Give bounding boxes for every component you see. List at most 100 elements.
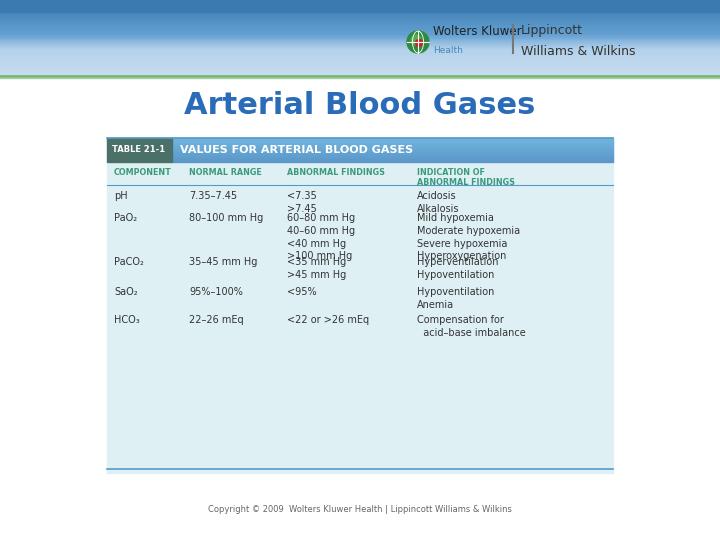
Bar [0,10,720,11]
Bar [0,5,720,6]
Bar [0,69,720,70]
Bar [172,160,613,161]
Bar [0,49,720,50]
Text: Williams & Wilkins: Williams & Wilkins [521,45,636,58]
Text: 60–80 mm Hg
40–60 mm Hg
<40 mm Hg
>100 mm Hg: 60–80 mm Hg 40–60 mm Hg <40 mm Hg >100 m… [287,213,355,261]
Bar [107,138,172,162]
Text: 35–45 mm Hg: 35–45 mm Hg [189,257,257,267]
Bar [0,39,720,40]
Bar [172,147,613,148]
Bar [0,24,720,25]
Bar [172,141,613,142]
Bar [0,9,720,10]
Text: Mild hypoxemia
Moderate hypoxemia
Severe hypoxemia
Hyperoxygenation: Mild hypoxemia Moderate hypoxemia Severe… [417,213,520,261]
Bar [0,28,720,29]
Bar [172,154,613,155]
Bar [0,73,720,74]
Circle shape [411,35,421,45]
Text: <95%: <95% [287,287,317,297]
Bar [0,37,720,38]
Bar [0,2,720,3]
Text: VALUES FOR ARTERIAL BLOOD GASES: VALUES FOR ARTERIAL BLOOD GASES [180,145,413,155]
Bar [0,17,720,18]
Bar [0,36,720,37]
Bar [172,151,613,152]
Bar [172,161,613,162]
Text: COMPONENT: COMPONENT [114,168,172,177]
Bar [0,41,720,42]
Bar [172,138,613,139]
Bar [0,13,720,14]
Bar [172,139,613,140]
Circle shape [415,39,423,46]
Bar [172,156,613,157]
Text: Health: Health [433,46,463,55]
Bar [0,33,720,35]
Bar [0,0,720,1]
Bar [0,38,720,39]
Bar [0,43,720,44]
Bar [0,72,720,73]
Bar [172,149,613,150]
Text: Arterial Blood Gases: Arterial Blood Gases [184,91,536,119]
Bar [0,42,720,43]
Text: Lippincott: Lippincott [521,24,583,37]
Text: Copyright © 2009  Wolters Kluwer Health | Lippincott Williams & Wilkins: Copyright © 2009 Wolters Kluwer Health |… [208,505,512,515]
Bar [0,68,720,69]
Text: Acidosis
Alkalosis: Acidosis Alkalosis [417,191,459,214]
Text: TABLE 21-1: TABLE 21-1 [112,145,166,154]
Text: 80–100 mm Hg: 80–100 mm Hg [189,213,264,223]
Bar [0,62,720,63]
Bar [172,152,613,153]
Bar [0,55,720,56]
Text: Hypoventilation
Anemia: Hypoventilation Anemia [417,287,495,310]
Text: 95%–100%: 95%–100% [189,287,243,297]
Bar [0,4,720,5]
Bar [0,63,720,64]
Bar [172,140,613,141]
Text: Compensation for
  acid–base imbalance: Compensation for acid–base imbalance [417,315,526,338]
Bar [0,65,720,66]
Bar [0,6,720,8]
Bar [0,25,720,26]
Bar [0,46,720,47]
Bar [0,61,720,62]
Bar [172,150,613,151]
Text: <7.35
>7.45: <7.35 >7.45 [287,191,317,214]
Text: ABNORMAL FINDINGS: ABNORMAL FINDINGS [287,168,385,177]
Text: Wolters Kluwer: Wolters Kluwer [433,25,521,38]
Bar [0,48,720,49]
Bar [0,58,720,59]
Bar [0,52,720,53]
Bar [0,45,720,46]
Bar [0,59,720,60]
Bar [0,71,720,72]
Text: <35 mm Hg
>45 mm Hg: <35 mm Hg >45 mm Hg [287,257,346,280]
Bar [172,142,613,143]
Bar [0,3,720,4]
Text: PaCO₂: PaCO₂ [114,257,144,267]
Bar [0,14,720,15]
Bar [172,143,613,144]
Bar [0,53,720,55]
Bar [0,11,720,12]
Bar [0,27,720,28]
Bar [0,70,720,71]
Bar [172,146,613,147]
Bar [0,8,720,9]
Bar [0,64,720,65]
Bar [0,1,720,2]
Bar [0,32,720,33]
Bar [172,153,613,154]
Bar [0,74,720,75]
Bar [172,157,613,158]
Bar [0,30,720,31]
Bar [0,12,720,13]
Bar [172,148,613,149]
Bar [0,19,720,21]
Bar [0,51,720,52]
Bar [0,56,720,57]
Text: PaO₂: PaO₂ [114,213,137,223]
Bar [172,144,613,145]
Bar [0,21,720,22]
